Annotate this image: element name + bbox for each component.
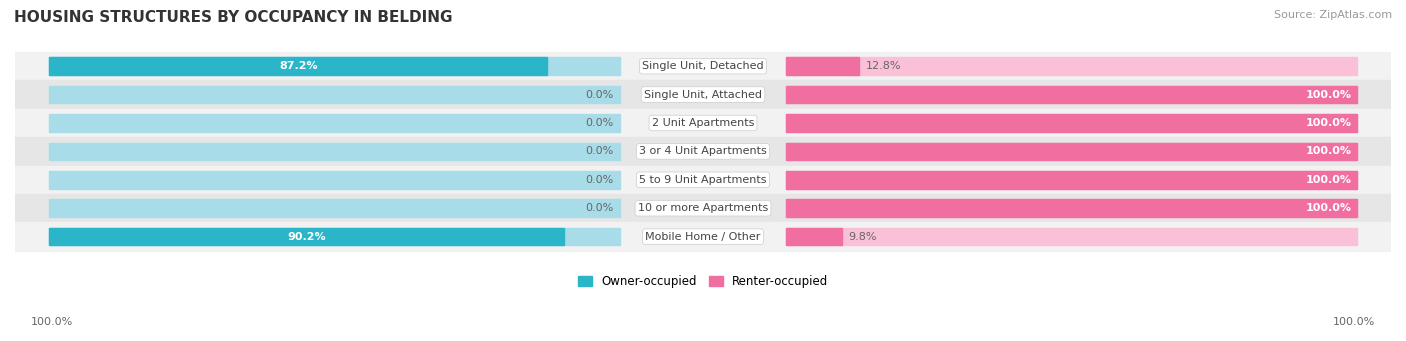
Text: 0.0%: 0.0% bbox=[585, 146, 613, 157]
Bar bbox=[786, 143, 1357, 160]
Legend: Owner-occupied, Renter-occupied: Owner-occupied, Renter-occupied bbox=[572, 270, 834, 293]
Bar bbox=[15, 166, 1391, 194]
Bar bbox=[786, 86, 1357, 103]
Text: 10 or more Apartments: 10 or more Apartments bbox=[638, 203, 768, 213]
Text: 87.2%: 87.2% bbox=[278, 61, 318, 71]
Text: 5 to 9 Unit Apartments: 5 to 9 Unit Apartments bbox=[640, 175, 766, 185]
Bar bbox=[786, 114, 1357, 132]
Bar bbox=[15, 137, 1391, 166]
Text: 0.0%: 0.0% bbox=[585, 118, 613, 128]
Text: 100.0%: 100.0% bbox=[1306, 175, 1353, 185]
Bar bbox=[49, 228, 564, 246]
Text: Single Unit, Attached: Single Unit, Attached bbox=[644, 90, 762, 100]
Bar bbox=[49, 199, 620, 217]
Text: Source: ZipAtlas.com: Source: ZipAtlas.com bbox=[1274, 10, 1392, 20]
Bar bbox=[15, 194, 1391, 222]
Text: 100.0%: 100.0% bbox=[31, 317, 73, 327]
Bar bbox=[49, 57, 547, 75]
Text: Single Unit, Detached: Single Unit, Detached bbox=[643, 61, 763, 71]
Bar bbox=[49, 57, 620, 75]
Bar bbox=[786, 228, 1357, 246]
Bar bbox=[49, 86, 620, 103]
Bar bbox=[786, 57, 1357, 75]
Bar bbox=[786, 143, 1357, 160]
Text: 0.0%: 0.0% bbox=[585, 90, 613, 100]
Text: 9.8%: 9.8% bbox=[848, 232, 877, 242]
Bar bbox=[15, 80, 1391, 109]
Bar bbox=[15, 52, 1391, 80]
Text: HOUSING STRUCTURES BY OCCUPANCY IN BELDING: HOUSING STRUCTURES BY OCCUPANCY IN BELDI… bbox=[14, 10, 453, 25]
Bar bbox=[786, 86, 1357, 103]
Text: Mobile Home / Other: Mobile Home / Other bbox=[645, 232, 761, 242]
Bar bbox=[786, 114, 1357, 132]
Bar bbox=[49, 114, 620, 132]
Text: 0.0%: 0.0% bbox=[585, 175, 613, 185]
Bar bbox=[49, 228, 620, 246]
Bar bbox=[15, 222, 1391, 251]
Bar bbox=[786, 171, 1357, 189]
Bar bbox=[786, 57, 859, 75]
Bar bbox=[786, 199, 1357, 217]
Text: 0.0%: 0.0% bbox=[585, 203, 613, 213]
Text: 100.0%: 100.0% bbox=[1306, 146, 1353, 157]
Text: 2 Unit Apartments: 2 Unit Apartments bbox=[652, 118, 754, 128]
Text: 100.0%: 100.0% bbox=[1333, 317, 1375, 327]
Bar bbox=[15, 109, 1391, 137]
Text: 100.0%: 100.0% bbox=[1306, 90, 1353, 100]
Bar bbox=[49, 171, 620, 189]
Text: 90.2%: 90.2% bbox=[288, 232, 326, 242]
Bar bbox=[786, 171, 1357, 189]
Text: 3 or 4 Unit Apartments: 3 or 4 Unit Apartments bbox=[640, 146, 766, 157]
Bar bbox=[786, 228, 842, 246]
Bar bbox=[786, 199, 1357, 217]
Text: 12.8%: 12.8% bbox=[866, 61, 901, 71]
Text: 100.0%: 100.0% bbox=[1306, 203, 1353, 213]
Bar bbox=[49, 143, 620, 160]
Text: 100.0%: 100.0% bbox=[1306, 118, 1353, 128]
